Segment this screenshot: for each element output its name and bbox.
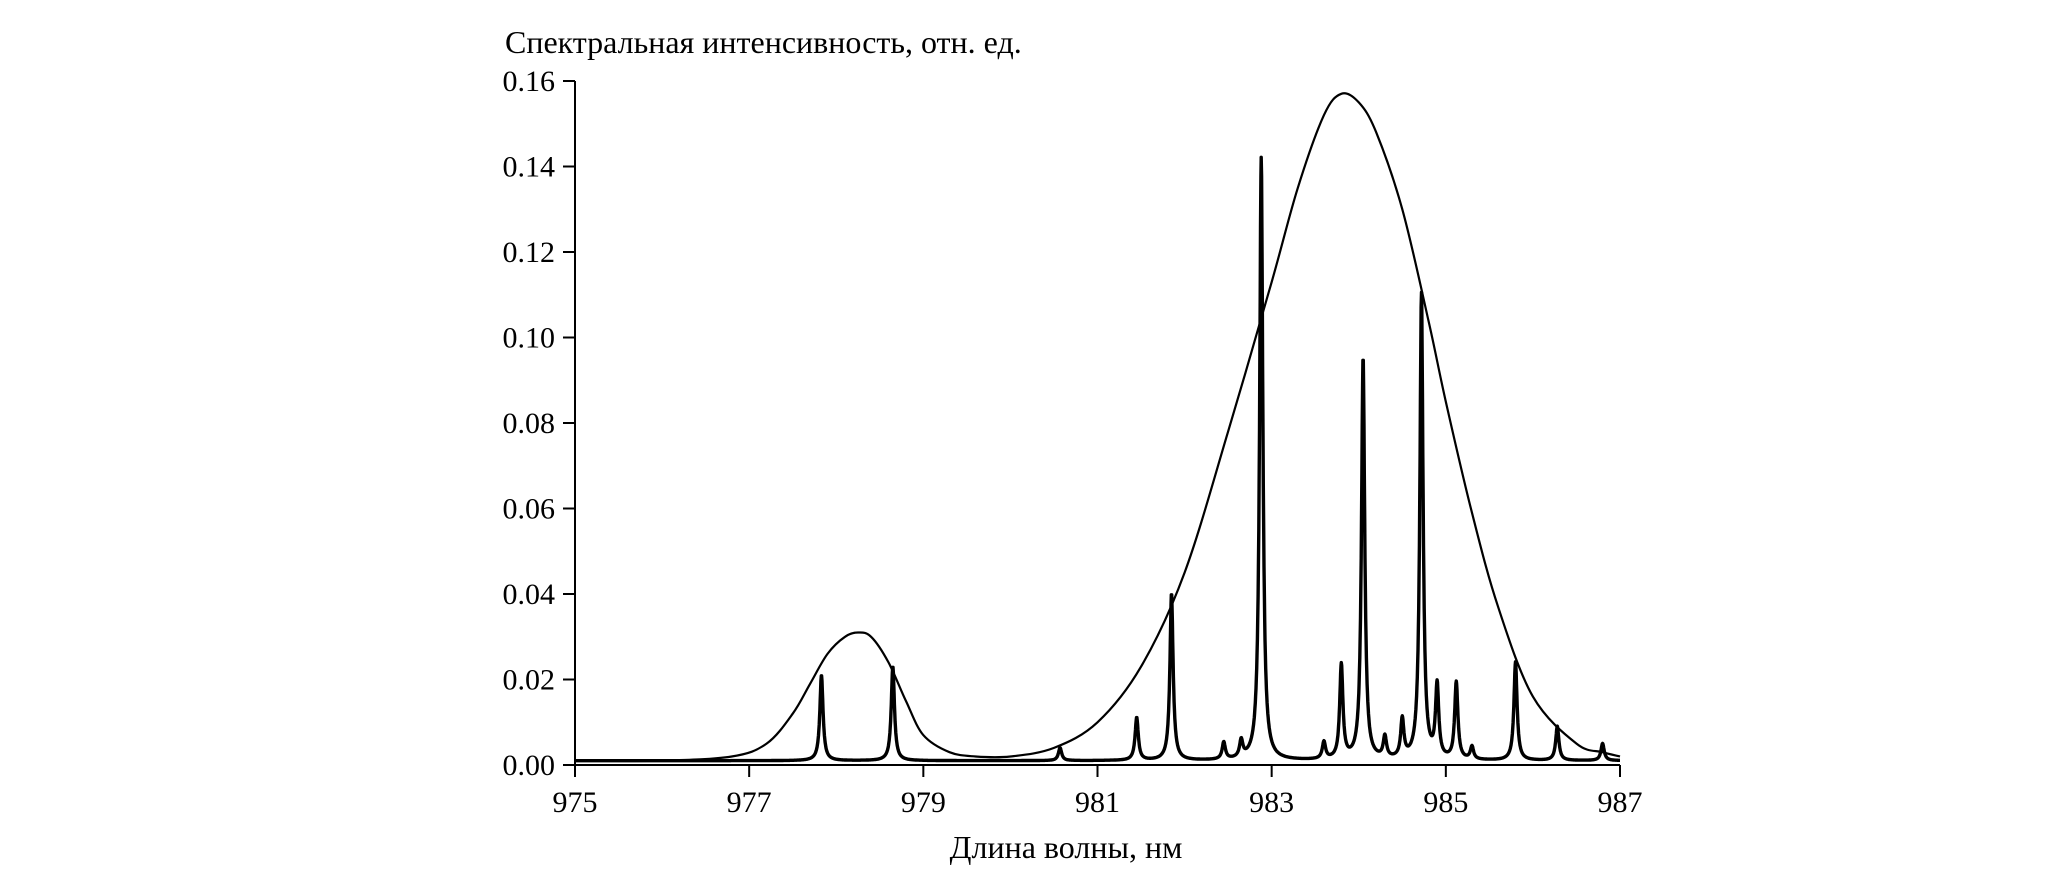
y-tick-label: 0.16 bbox=[503, 65, 556, 98]
x-tick-label: 981 bbox=[1075, 786, 1120, 819]
x-tick-label: 977 bbox=[727, 786, 772, 819]
envelope-series-line bbox=[574, 92, 1621, 763]
x-tick-label: 979 bbox=[901, 786, 946, 819]
y-tick-label: 0.10 bbox=[503, 322, 556, 355]
x-tick-label: 985 bbox=[1423, 786, 1468, 819]
axes bbox=[574, 81, 1620, 766]
y-tick-label: 0.14 bbox=[503, 151, 556, 184]
y-tick-label: 0.04 bbox=[503, 578, 556, 611]
x-axis-title: Длина волны, нм bbox=[950, 829, 1183, 865]
x-tick-label: 987 bbox=[1598, 786, 1643, 819]
y-tick-label: 0.12 bbox=[503, 236, 556, 269]
y-tick-label: 0.08 bbox=[503, 407, 556, 440]
x-tick-label: 975 bbox=[553, 786, 598, 819]
y-ticks: 0.00 0.02 0.04 0.06 0.08 0.10 0.12 0.14 0.16 bbox=[503, 65, 575, 782]
y-tick-label: 0.02 bbox=[503, 664, 556, 697]
y-tick-label: 0.00 bbox=[503, 749, 556, 782]
y-tick-label: 0.06 bbox=[503, 493, 556, 526]
x-tick-label: 983 bbox=[1249, 786, 1294, 819]
y-axis-title: Спектральная интенсивность, отн. ед. bbox=[505, 24, 1022, 60]
spectrum-series-line bbox=[573, 155, 1622, 763]
x-ticks: 975 977 979 981 983 985 987 bbox=[553, 765, 1643, 819]
